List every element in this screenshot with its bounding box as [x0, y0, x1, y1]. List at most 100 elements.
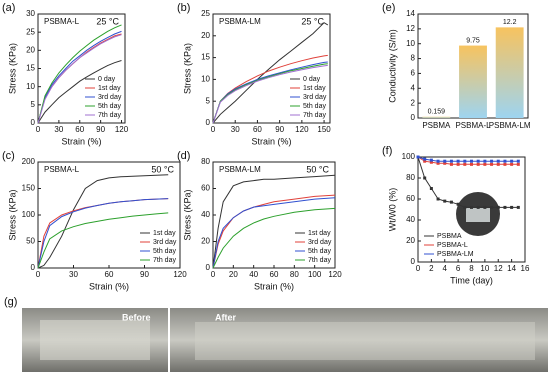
y-tick-label: 4 — [411, 83, 416, 92]
plot-frame — [212, 13, 331, 124]
y-axis-label: Conductivity (S/m) — [387, 29, 397, 103]
y-tick-label: 6 — [411, 69, 416, 78]
marker — [516, 159, 520, 163]
marker — [490, 205, 494, 209]
x-tick-label: 0 — [416, 264, 421, 273]
marker — [443, 199, 447, 203]
legend-label: PSBMA-LM — [437, 251, 474, 258]
legend-label: 5th day — [153, 248, 176, 255]
marker — [463, 159, 467, 163]
marker — [490, 159, 494, 163]
y-tick-label: 50 — [26, 237, 35, 246]
legend-label: PSBMA-L — [437, 242, 468, 249]
x-tick-label: 90 — [275, 125, 284, 134]
y-tick-label: 40 — [201, 210, 210, 219]
x-tick-label: 30 — [54, 125, 63, 134]
marker — [423, 157, 427, 161]
y-tick-label: 25 — [201, 9, 210, 18]
marker — [470, 205, 473, 209]
chart-title: PSBMA-L — [44, 17, 80, 26]
x-axis-label: Strain (%) — [61, 136, 101, 146]
panel-label: (d) — [177, 150, 190, 162]
marker — [490, 162, 494, 166]
y-tick-label: 0 — [31, 118, 36, 127]
marker — [429, 187, 433, 190]
value-label: 0.159 — [428, 109, 446, 116]
x-tick-label: 14 — [507, 264, 516, 273]
marker — [436, 161, 440, 165]
legend-label: 3rd day — [153, 239, 177, 246]
marker — [503, 162, 507, 166]
line — [212, 207, 336, 269]
y-tick-label: 2 — [411, 98, 416, 107]
legend-label: 1st day — [303, 85, 326, 92]
x-tick-label: 8 — [469, 264, 474, 273]
y-tick-label: 60 — [201, 184, 210, 193]
panel-label: (a) — [2, 2, 15, 14]
marker — [443, 159, 447, 163]
marker — [449, 162, 453, 166]
marker — [496, 159, 500, 163]
marker — [456, 162, 460, 166]
marker — [516, 205, 520, 209]
y-axis-label: Wt/W0 (%) — [387, 188, 397, 232]
x-tick-label: 0 — [36, 270, 41, 279]
bar — [422, 116, 451, 118]
line — [37, 60, 122, 124]
marker — [429, 160, 433, 164]
line — [37, 24, 122, 124]
chart-title: PSBMA-LM — [219, 17, 261, 26]
x-tick-label: PSBMA-L — [455, 121, 491, 130]
marker — [510, 205, 514, 209]
line — [37, 212, 169, 269]
x-tick-label: PSBMA-LM — [489, 121, 531, 130]
legend-label: 1st day — [308, 230, 331, 237]
marker — [476, 205, 480, 209]
y-tick-label: 0 — [411, 257, 416, 266]
line — [212, 174, 336, 269]
y-tick-label: 150 — [22, 184, 36, 193]
x-tick-label: 60 — [253, 125, 262, 134]
x-tick-label: 40 — [249, 270, 258, 279]
legend-label: 1st day — [98, 85, 121, 92]
x-tick-label: 150 — [317, 125, 331, 134]
marker — [470, 162, 473, 166]
marker — [456, 159, 460, 163]
y-tick-label: 12 — [406, 24, 415, 33]
annotation: 50 °C — [306, 164, 329, 174]
legend-label: 3rd day — [98, 94, 122, 101]
x-axis-label: Strain (%) — [254, 281, 294, 291]
legend-label: 3rd day — [303, 94, 327, 101]
annotation: 50 °C — [151, 164, 174, 174]
marker — [496, 205, 500, 209]
y-tick-label: 20 — [26, 45, 35, 54]
legend-label: PSBMA — [437, 233, 462, 240]
legend-label: 7th day — [308, 257, 331, 264]
y-tick-label: 5 — [31, 100, 36, 109]
line — [417, 156, 519, 162]
marker — [483, 162, 487, 166]
y-tick-label: 25 — [26, 27, 35, 36]
bar — [495, 27, 524, 118]
line — [37, 34, 122, 124]
marker — [510, 162, 514, 166]
y-tick-label: 15 — [26, 64, 35, 73]
marker — [503, 159, 507, 163]
panel-label: (e) — [382, 2, 395, 14]
photo-caption: After — [215, 312, 236, 322]
x-tick-label: 6 — [456, 264, 461, 273]
y-tick-label: 0 — [206, 118, 211, 127]
legend-label: 5th day — [98, 103, 121, 110]
chart-title: PSBMA-LM — [219, 165, 261, 174]
x-tick-label: 4 — [443, 264, 448, 273]
legend-label: 5th day — [308, 248, 331, 255]
value-label: 9.75 — [466, 37, 480, 44]
marker — [463, 205, 467, 209]
marker — [449, 159, 453, 163]
marker — [436, 159, 440, 163]
y-tick-label: 0 — [31, 263, 36, 272]
y-tick-label: 100 — [402, 152, 416, 161]
panel-label: (b) — [177, 2, 190, 14]
y-tick-label: 10 — [406, 39, 415, 48]
